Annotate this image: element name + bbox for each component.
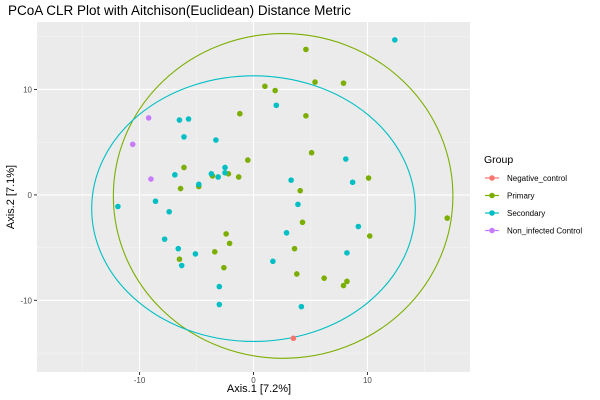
x-axis-ticks: -10 0 10 — [134, 372, 372, 385]
legend-key-point — [489, 175, 495, 181]
point-secondary — [152, 198, 159, 205]
point-primary — [177, 185, 184, 192]
point-secondary — [273, 102, 280, 109]
point-secondary — [181, 134, 187, 140]
point-secondary — [175, 245, 182, 252]
point-primary — [312, 79, 318, 85]
point-negative-control — [290, 335, 297, 342]
legend-item-secondary: Secondary — [485, 209, 545, 218]
point-secondary — [161, 236, 168, 242]
point-primary — [291, 245, 298, 252]
point-secondary — [295, 201, 301, 208]
point-primary — [366, 233, 373, 239]
legend-label: Negative_control — [507, 174, 567, 183]
group-ellipses — [91, 33, 454, 359]
point-secondary — [298, 303, 305, 310]
point-secondary — [270, 258, 276, 265]
point-secondary — [216, 283, 223, 290]
point-secondary — [391, 37, 398, 43]
point-secondary — [176, 117, 183, 123]
point-primary — [321, 275, 327, 281]
point-primary — [299, 219, 306, 226]
chart-title: PCoA CLR Plot with Aitchison(Euclidean) … — [8, 3, 351, 18]
legend-label: Primary — [507, 192, 535, 201]
ellipse-secondary — [91, 75, 416, 342]
point-primary — [262, 83, 268, 90]
point-primary — [344, 278, 350, 285]
point-primary — [245, 157, 251, 163]
legend-key-point — [489, 192, 495, 199]
point-secondary — [283, 230, 290, 236]
x-axis-title: Axis.1 [7.2%] — [227, 383, 291, 395]
legend-label: Secondary — [507, 209, 545, 218]
x-tick-label: 10 — [363, 376, 372, 385]
point-secondary — [216, 301, 223, 308]
point-non-infected-control — [148, 176, 154, 182]
point-primary — [303, 113, 309, 119]
point-secondary — [222, 169, 228, 176]
ellipse-primary — [112, 33, 454, 359]
point-primary — [235, 174, 242, 180]
y-tick-label: -10 — [20, 296, 32, 305]
grid-major — [37, 22, 470, 372]
y-axis-title: Axis.2 [7.1%] — [5, 165, 17, 229]
point-secondary — [288, 177, 294, 183]
point-secondary — [178, 262, 185, 269]
point-primary — [211, 249, 218, 255]
point-secondary — [342, 156, 349, 162]
point-primary — [223, 231, 229, 237]
legend-item-negative-control: Negative_control — [485, 174, 567, 183]
y-axis-ticks: -10 0 10 — [20, 85, 37, 305]
point-primary — [226, 240, 233, 247]
legend-key-point — [489, 227, 495, 234]
legend-title: Group — [484, 154, 513, 166]
point-secondary — [355, 223, 362, 230]
point-secondary — [192, 251, 199, 257]
point-primary — [181, 164, 187, 171]
point-primary — [294, 271, 300, 277]
point-non-infected-control — [145, 115, 152, 121]
point-secondary — [208, 171, 215, 177]
point-secondary — [172, 172, 178, 178]
point-secondary — [215, 174, 221, 180]
point-secondary — [349, 179, 356, 186]
point-primary — [303, 46, 309, 53]
point-primary — [272, 87, 278, 94]
data-points — [115, 37, 451, 342]
point-primary — [237, 110, 243, 117]
point-primary — [308, 149, 315, 156]
legend: Group Negative_control Primary Secondary No… — [484, 154, 582, 236]
legend-label: Non_infected Control — [507, 227, 582, 236]
x-tick-label: -10 — [134, 376, 146, 385]
y-tick-label: 0 — [28, 191, 33, 200]
point-primary — [176, 256, 183, 262]
point-primary — [365, 175, 372, 181]
y-tick-label: 10 — [23, 85, 32, 94]
point-secondary — [213, 137, 219, 143]
point-secondary — [196, 181, 202, 188]
point-secondary — [185, 116, 192, 122]
point-secondary — [222, 164, 228, 171]
legend-item-non-infected-control: Non_infected Control — [485, 227, 582, 236]
point-secondary — [166, 208, 172, 215]
point-primary — [297, 187, 304, 194]
legend-item-primary: Primary — [485, 192, 535, 201]
point-non-infected-control — [129, 141, 136, 148]
point-primary — [221, 264, 227, 271]
point-primary — [340, 80, 347, 86]
legend-key-point — [489, 210, 495, 216]
point-primary — [340, 282, 347, 289]
legend-items: Negative_control Primary Secondary Non_infe… — [485, 174, 582, 236]
point-secondary — [115, 203, 121, 210]
x-tick-label: 0 — [251, 376, 256, 385]
point-secondary — [344, 250, 350, 256]
point-primary — [444, 215, 451, 221]
